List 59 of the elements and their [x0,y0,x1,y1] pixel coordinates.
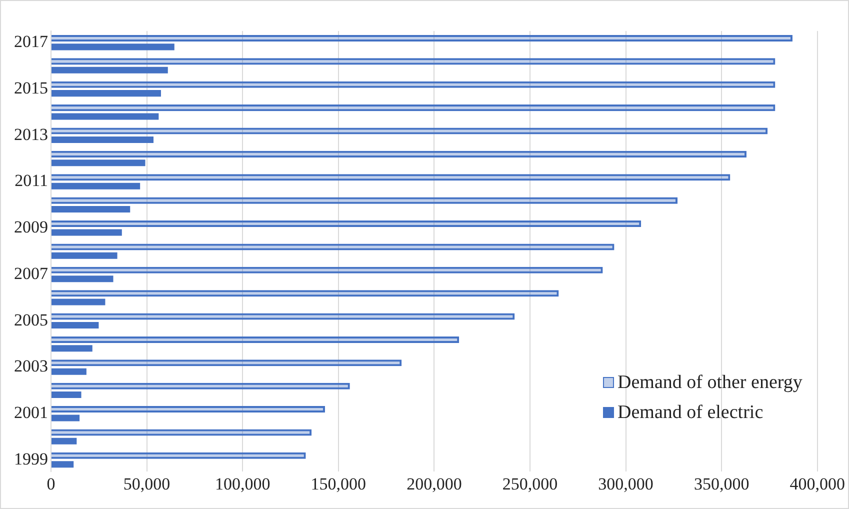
bar [52,90,161,97]
bar [52,104,776,112]
bar [52,66,168,74]
bar [52,406,325,413]
x-tick-label: 50,000 [123,474,170,494]
bar [52,182,140,190]
bar [52,244,614,250]
y-tick-label: 2013 [14,124,48,144]
bar [52,113,159,120]
y-tick-label: 2011 [14,171,48,190]
y-tick-label: 1999 [14,449,48,468]
x-tick-label: 300,000 [598,474,654,494]
bar [52,128,768,134]
y-tick-label: 2015 [14,78,48,98]
bar [52,160,146,166]
x-tick-label: 400,000 [790,474,845,494]
x-tick-label: 350,000 [694,474,750,494]
bar [52,382,350,390]
bar [52,452,306,459]
bar [52,197,678,204]
bar [52,136,154,143]
x-tick-label: 150,000 [310,474,366,494]
y-tick-label: 2001 [14,403,48,422]
x-tick-label: 250,000 [502,474,558,494]
bar [52,34,792,42]
bar [52,322,99,328]
bar [52,313,515,320]
y-tick-label: 2017 [14,32,48,52]
bar [52,81,776,88]
bar [52,298,106,306]
bar [52,276,114,282]
y-tick-label: 2003 [14,356,48,376]
bar [52,174,730,181]
bar [52,58,776,65]
bar [52,360,402,366]
bar [52,345,92,352]
bar [52,252,118,259]
y-tick-label: 2007 [14,264,48,283]
bar [52,438,77,444]
bar [52,150,746,158]
bar [52,220,642,228]
bar [52,290,559,297]
x-tick-label: 200,000 [406,474,462,494]
legend-label: Demand of electric [618,402,764,424]
bar [52,266,603,274]
bar [52,392,82,398]
bar [52,229,122,236]
x-tick-label: 100,000 [214,474,270,494]
y-tick-label: 2009 [14,218,48,237]
bar [52,429,312,436]
y-tick-label: 2005 [14,310,48,330]
legend-label: Demand of other energy [618,372,802,394]
x-tick-label: 0 [46,474,56,494]
bar [52,206,130,213]
bar [52,44,174,50]
bar [52,414,80,422]
bar [52,336,460,343]
bar [52,461,74,468]
bar [52,368,86,375]
